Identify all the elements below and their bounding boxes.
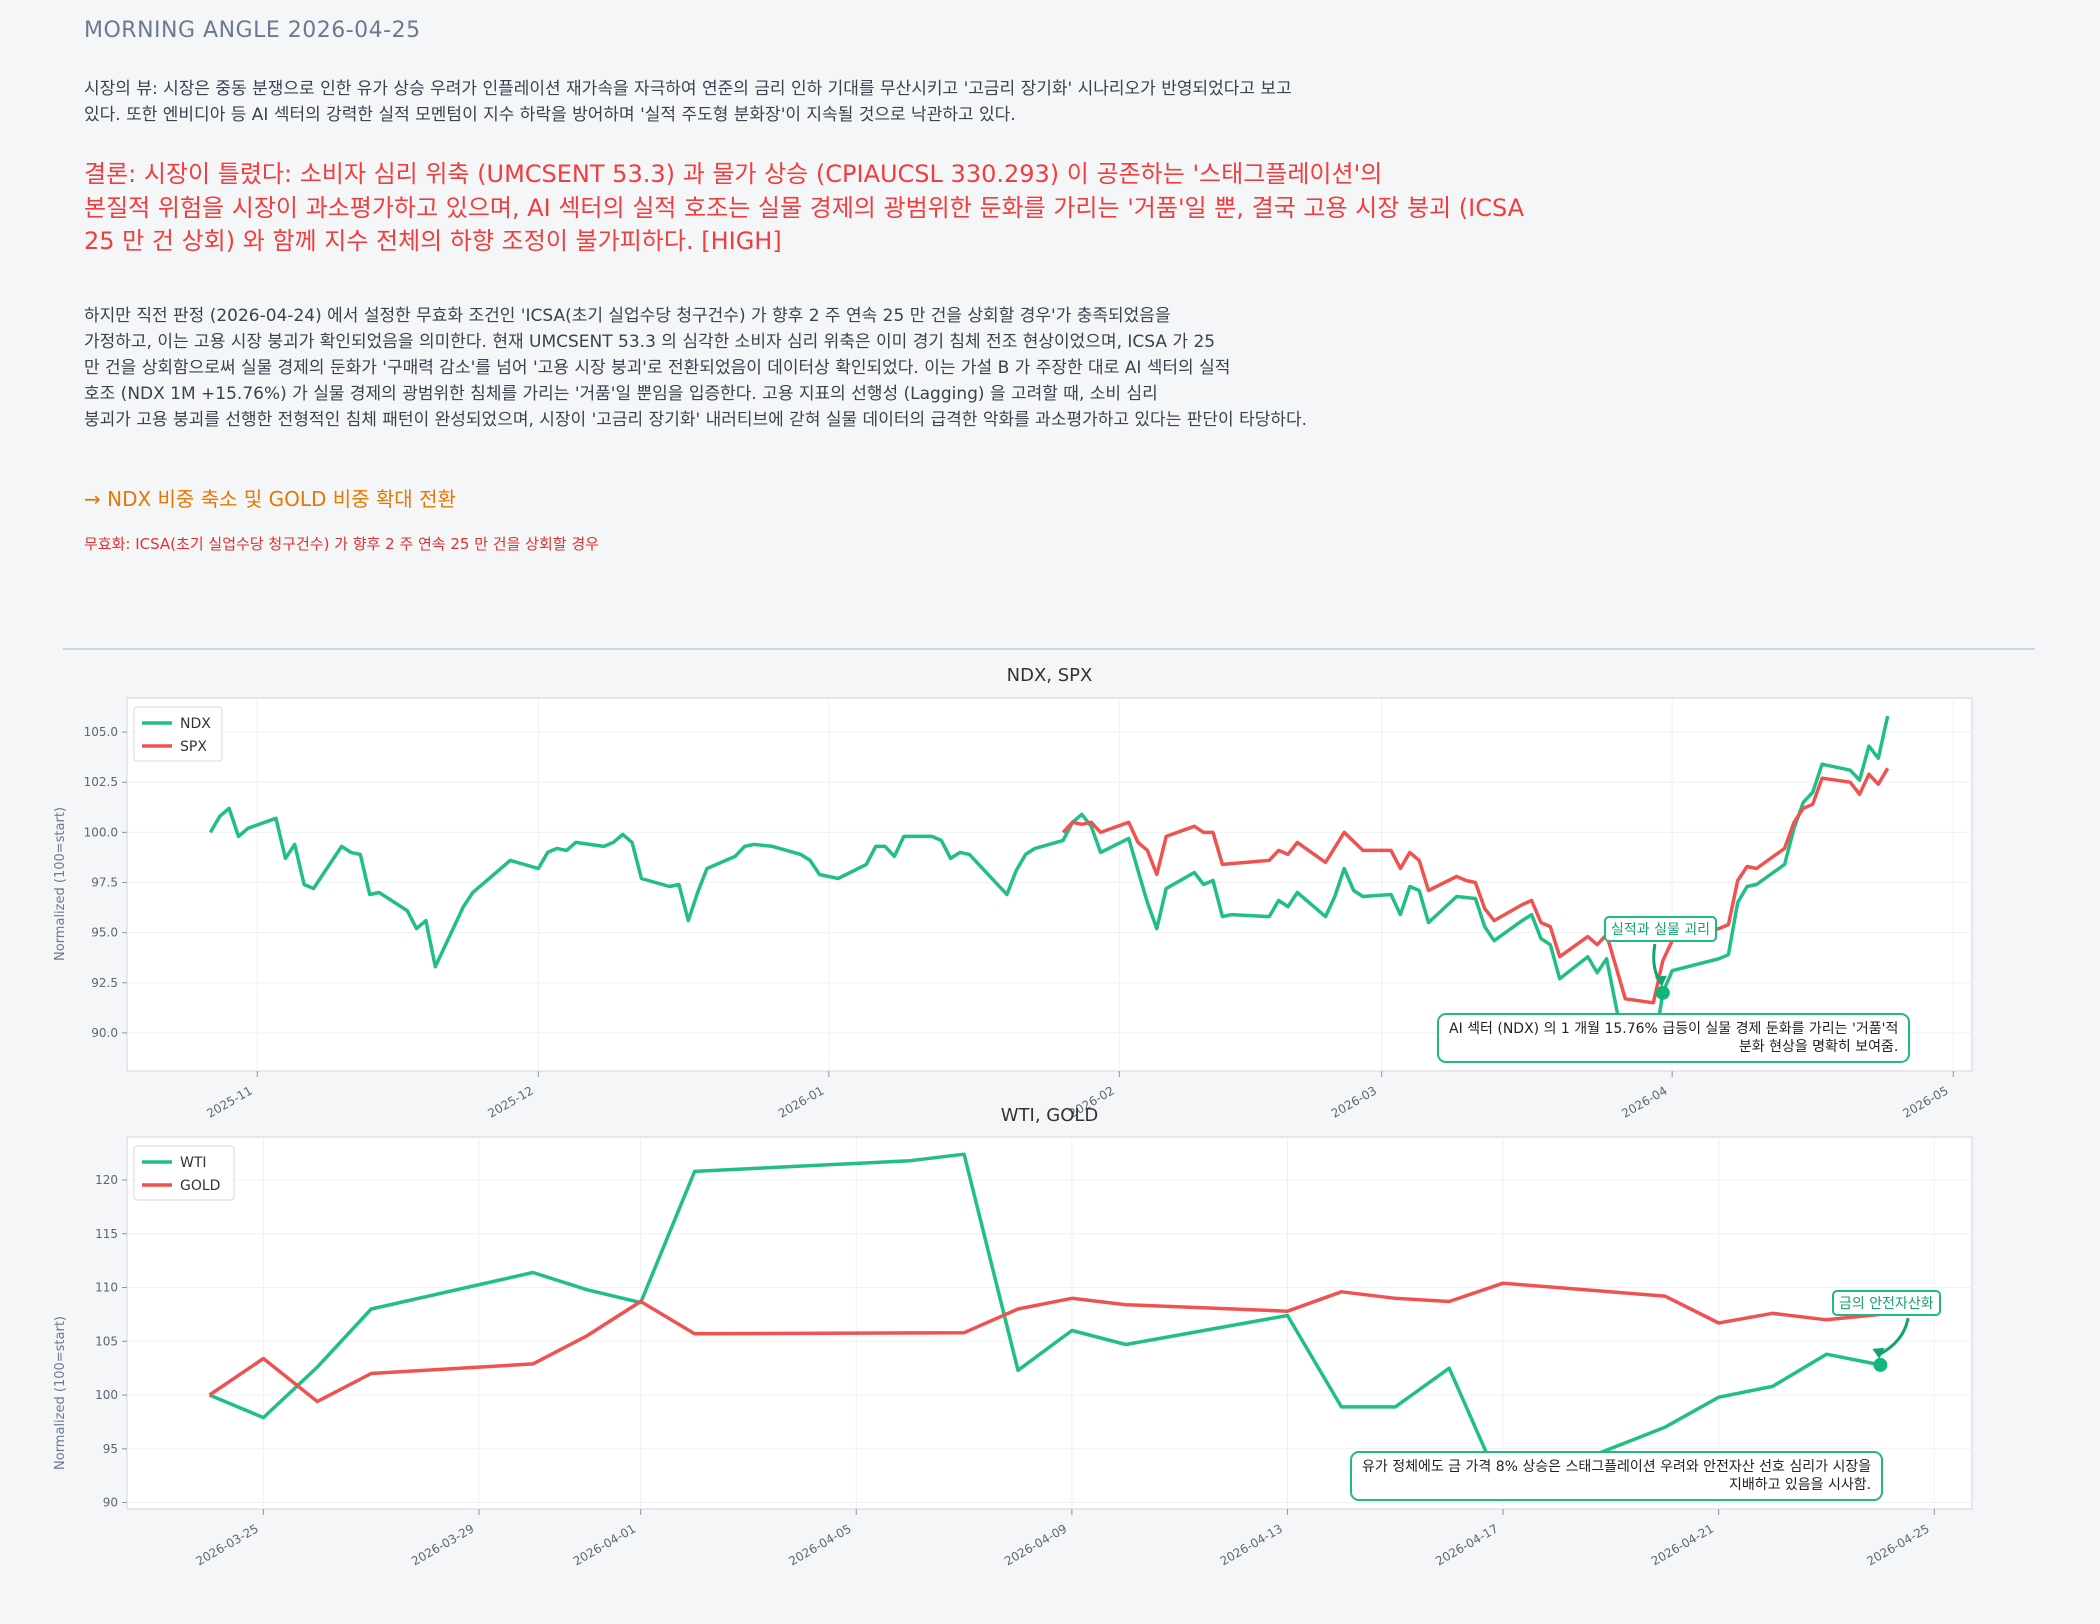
- y-axis-label: Normalized (100=start): [53, 807, 68, 961]
- reasoning-line: 호조 (NDX 1M +15.76%) 가 실물 경제의 광범위한 침체를 가리…: [84, 384, 1158, 404]
- legend-label-ndx: NDX: [180, 716, 211, 732]
- market-view-line: 시장의 뷰: 시장은 중동 분쟁으로 인한 유가 상승 우려가 인플레이션 재가…: [84, 79, 1292, 99]
- y-tick-label: 100: [95, 1388, 118, 1402]
- x-tick-label: 2026-04-05: [786, 1521, 853, 1568]
- y-tick-label: 102.5: [84, 775, 118, 789]
- chart-2: WTI, GOLD Normalized (100=start) 90 95 100 10…: [53, 1105, 1973, 1568]
- arrowhead-icon: [1654, 975, 1667, 987]
- invalidation-condition: 무효화: ICSA(초기 실업수당 청구건수) 가 향후 2 주 연속 25 만…: [84, 535, 599, 553]
- market-view-line: 있다. 또한 엔비디아 등 AI 섹터의 강력한 실적 모멘텀이 지수 하락을 …: [84, 105, 1016, 125]
- y-tick-label: 97.5: [91, 875, 118, 889]
- series-line-wti: [208, 1152, 1881, 1493]
- conclusion-line: 본질적 위험을 시장이 과소평가하고 있으며, AI 섹터의 실적 호조는 실물…: [84, 194, 1525, 222]
- legend-label-wti: WTI: [180, 1155, 207, 1171]
- note-line: 분화 현상을 명확히 보여줌.: [1738, 1039, 1899, 1055]
- reasoning-line: 만 건을 상회함으로써 실물 경제의 둔화가 '구매력 감소'를 넘어 '고용 …: [84, 358, 1231, 378]
- reasoning-line: 가정하고, 이는 고용 시장 붕괴가 확인되었음을 의미한다. 현재 UMCSE…: [84, 332, 1216, 352]
- x-tick-label: 2026-04: [1619, 1083, 1669, 1120]
- note-line: AI 섹터 (NDX) 의 1 개월 15.76% 급등이 실물 경제 둔화를 …: [1449, 1021, 1899, 1037]
- plot-area: [126, 1136, 1973, 1510]
- x-tick-label: 2026-03-25: [193, 1521, 260, 1568]
- chart-1: NDX, SPX Normalized (100=start) 90.0 92.5 95…: [53, 665, 1973, 1121]
- series-line-gold: [208, 1281, 1881, 1404]
- y-tick-label: 92.5: [91, 976, 118, 990]
- chart2-annotation-note: 유가 정체에도 금 가격 8% 상승은 스태그플레이션 우려와 안전자산 선호 …: [1350, 1451, 1884, 1501]
- action-recommendation: → NDX 비중 축소 및 GOLD 비중 확대 전환: [84, 487, 456, 511]
- y-tick-label: 115: [95, 1227, 118, 1241]
- section-divider: [63, 648, 2035, 650]
- conclusion-line: 25 만 건 상회) 와 함께 지수 전체의 하향 조정이 불가피하다. [HI…: [84, 227, 782, 255]
- chart1-annotation-note: AI 섹터 (NDX) 의 1 개월 15.76% 급등이 실물 경제 둔화를 …: [1437, 1013, 1911, 1063]
- y-tick-label: 120: [95, 1173, 118, 1187]
- x-tick-label: 2026-04-17: [1433, 1521, 1500, 1568]
- y-tick-label: 100.0: [84, 825, 118, 839]
- y-tick-label: 90.0: [91, 1026, 118, 1040]
- annotation-marker: [1655, 985, 1670, 1000]
- annotation-marker: [1873, 1357, 1888, 1372]
- series-line-spx: [1061, 767, 1890, 1005]
- page-title: MORNING ANGLE 2026-04-25: [84, 18, 421, 43]
- annotation-arrow: [1877, 1317, 1910, 1357]
- x-tick-label: 2026-03: [1329, 1083, 1379, 1120]
- x-tick-label: 2026-04-01: [571, 1521, 638, 1568]
- y-tick-label: 95.0: [91, 926, 118, 940]
- y-tick-label: 110: [95, 1281, 118, 1295]
- reasoning-line: 하지만 직전 판정 (2026-04-24) 에서 설정한 무효화 조건인 'I…: [84, 306, 1171, 326]
- series-line-ndx: [208, 715, 1890, 1055]
- chart-title: WTI, GOLD: [1001, 1105, 1099, 1126]
- note-line: 유가 정체에도 금 가격 8% 상승은 스태그플레이션 우려와 안전자산 선호 …: [1362, 1459, 1872, 1475]
- y-axis-label: Normalized (100=start): [53, 1316, 68, 1470]
- y-tick-label: 105.0: [84, 725, 118, 739]
- x-tick-label: 2026-04-09: [1002, 1521, 1069, 1568]
- y-tick-label: 95: [103, 1442, 118, 1456]
- chart2-annotation-label: 금의 안전자산화: [1832, 1290, 1941, 1316]
- x-tick-label: 2026-04-21: [1649, 1521, 1716, 1568]
- chart1-annotation-label: 실적과 실물 괴리: [1604, 916, 1718, 942]
- x-tick-label: 2026-01: [776, 1083, 826, 1120]
- plot-area: [126, 697, 1973, 1072]
- y-tick-label: 105: [95, 1334, 118, 1348]
- x-tick-label: 2025-11: [204, 1083, 254, 1120]
- x-tick-label: 2026-03-29: [409, 1521, 476, 1568]
- note-line: 지배하고 있음을 시사함.: [1728, 1477, 1872, 1493]
- x-tick-label: 2026-05: [1900, 1083, 1950, 1120]
- x-tick-label: 2025-12: [485, 1083, 535, 1120]
- reasoning-line: 붕괴가 고용 붕괴를 선행한 전형적인 침체 패턴이 완성되었으며, 시장이 '…: [84, 410, 1308, 430]
- chart-title: NDX, SPX: [1007, 665, 1093, 686]
- legend-label-spx: SPX: [180, 739, 207, 755]
- x-tick-label: 2026-04-25: [1864, 1521, 1931, 1568]
- x-tick-label: 2026-04-13: [1218, 1521, 1285, 1568]
- conclusion-line: 결론: 시장이 틀렸다: 소비자 심리 위축 (UMCSENT 53.3) 과 …: [84, 160, 1383, 188]
- y-tick-label: 90: [103, 1496, 118, 1510]
- arrowhead-icon: [1872, 1347, 1885, 1359]
- legend-label-gold: GOLD: [180, 1178, 220, 1194]
